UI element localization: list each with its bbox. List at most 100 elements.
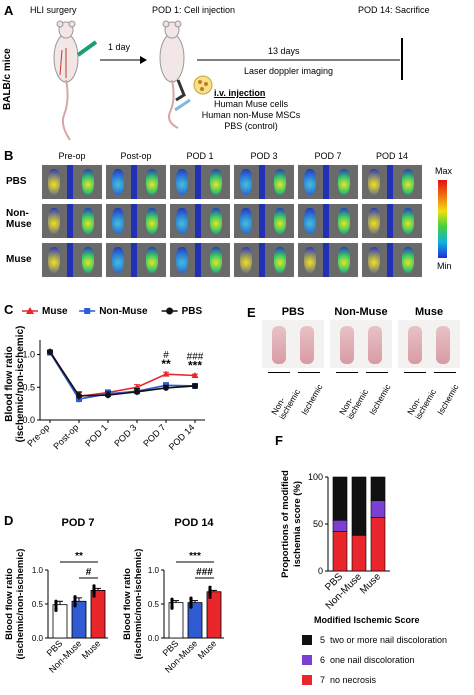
mouse-icon [53,20,98,141]
stack-segment [370,517,386,572]
scale-min-label: Min [437,261,452,271]
panel-e-label: E [247,305,256,320]
stack-segment [332,531,348,572]
group-label: Muse [414,306,444,318]
data-dot [73,595,77,599]
panel-d-label: D [4,513,14,528]
limb-signal [112,169,124,195]
ldi-image [298,243,358,277]
y-tick-label: 1.0 [32,566,44,575]
legend-swatch [302,675,312,685]
legend-item: 7 no necrosis [302,670,474,690]
limb-signal [48,247,60,273]
iv-list: Human Muse cells Human non-Muse MSCs PBS… [196,99,306,132]
limb-label: Non- ischemic [405,387,439,421]
ldi-image [298,165,358,199]
data-dot [208,595,212,600]
paw-image [436,326,450,364]
x-tick-label: Muse [196,638,219,661]
x-tick-label: Muse [80,638,103,661]
ldi-image [362,243,422,277]
tail-signal [387,243,393,277]
paw-image [408,326,422,364]
data-dot [92,584,96,588]
limb-signal [304,208,316,234]
data-point [163,384,169,391]
limb-label: Ischemic [435,382,461,417]
pod14-bar-chart: POD 14 0.0 0.5 1.0 Blood flow ratio (ischemic… [122,517,224,675]
sig-annotation: ### [187,351,204,362]
series-line [49,350,196,398]
sig-label: ** [75,551,83,562]
ldi-image [170,165,230,199]
data-dot [73,601,77,606]
tail-signal [323,243,329,277]
legend-marker [26,307,34,314]
blood-flow-line-chart: 0.0 0.5 1.0 Pre-op Post-op POD 1 POD 3 POD 7 POD… [4,306,205,452]
data-point [191,371,199,378]
legend-text: no necrosis [330,675,377,685]
tail-signal [131,243,137,277]
ldi-image [234,204,294,238]
timeline-diagram [53,20,403,141]
iv-item: PBS (control) [224,121,278,131]
sig-label: # [86,567,92,578]
tail-signal [387,204,393,238]
limb-photo [262,320,324,368]
limb-signal [146,169,158,195]
limb-signal [274,247,286,273]
ldi-col-header: POD 7 [314,151,342,161]
legend-marker [166,307,174,315]
limb-signal [402,247,414,273]
limb-signal [402,208,414,234]
tail-signal [195,243,201,277]
ldi-image [106,243,166,277]
stack-segment [351,476,367,536]
limb-label: Non- ischemic [337,387,371,421]
ldi-image [170,243,230,277]
data-dot [170,601,174,605]
ldi-image [234,165,294,199]
limb-signal [240,247,252,273]
pod7-bar-chart: POD 7 0.0 0.5 1.0 Blood flow ratio (ischemic/… [4,517,108,675]
y-axis-label: Proportions of modified [280,470,291,578]
paw-image [340,326,354,364]
day1-label: 1 day [108,42,131,52]
ldi-col-header: POD 3 [250,151,278,161]
stack-segment [370,500,386,518]
data-dot [170,597,174,601]
ldi-label: Laser doppler imaging [244,66,334,76]
ldi-col-header: POD 14 [375,151,408,161]
tail-signal [131,204,137,238]
y-tick-label: 100 [308,472,323,482]
y-tick-label: 1.0 [22,350,35,360]
limb-signal [304,169,316,195]
tail-signal [387,165,393,199]
limb-signal [304,247,316,273]
bar [71,600,87,639]
y-tick-label: 0.5 [148,600,160,609]
x-tick-label: Pre-op [25,422,51,448]
data-dot [92,589,96,594]
legend-swatch [302,655,312,665]
limb-signal [146,247,158,273]
ldi-row-label: Muse [6,254,32,265]
limb-label: Ischemic [299,382,325,417]
panel-b-label: B [4,148,14,163]
limb-signal [338,208,350,234]
x-tick-label: Post-op [51,422,80,451]
data-dot [189,596,193,600]
limb-signal [82,208,94,234]
limb-signal [210,247,222,273]
sig-label: *** [189,551,201,562]
data-dot [92,594,96,598]
sig-annotation: # [163,350,169,361]
sig-label: ### [196,567,213,578]
y-tick-label: 0.0 [148,634,160,643]
y-axis-label: Blood flow ratio [4,346,15,422]
data-dot [170,604,174,608]
group-label: PBS [281,306,305,318]
limb-signal [82,247,94,273]
panel-a-label: A [4,3,14,18]
legend-text: one nail discoloration [330,655,415,665]
